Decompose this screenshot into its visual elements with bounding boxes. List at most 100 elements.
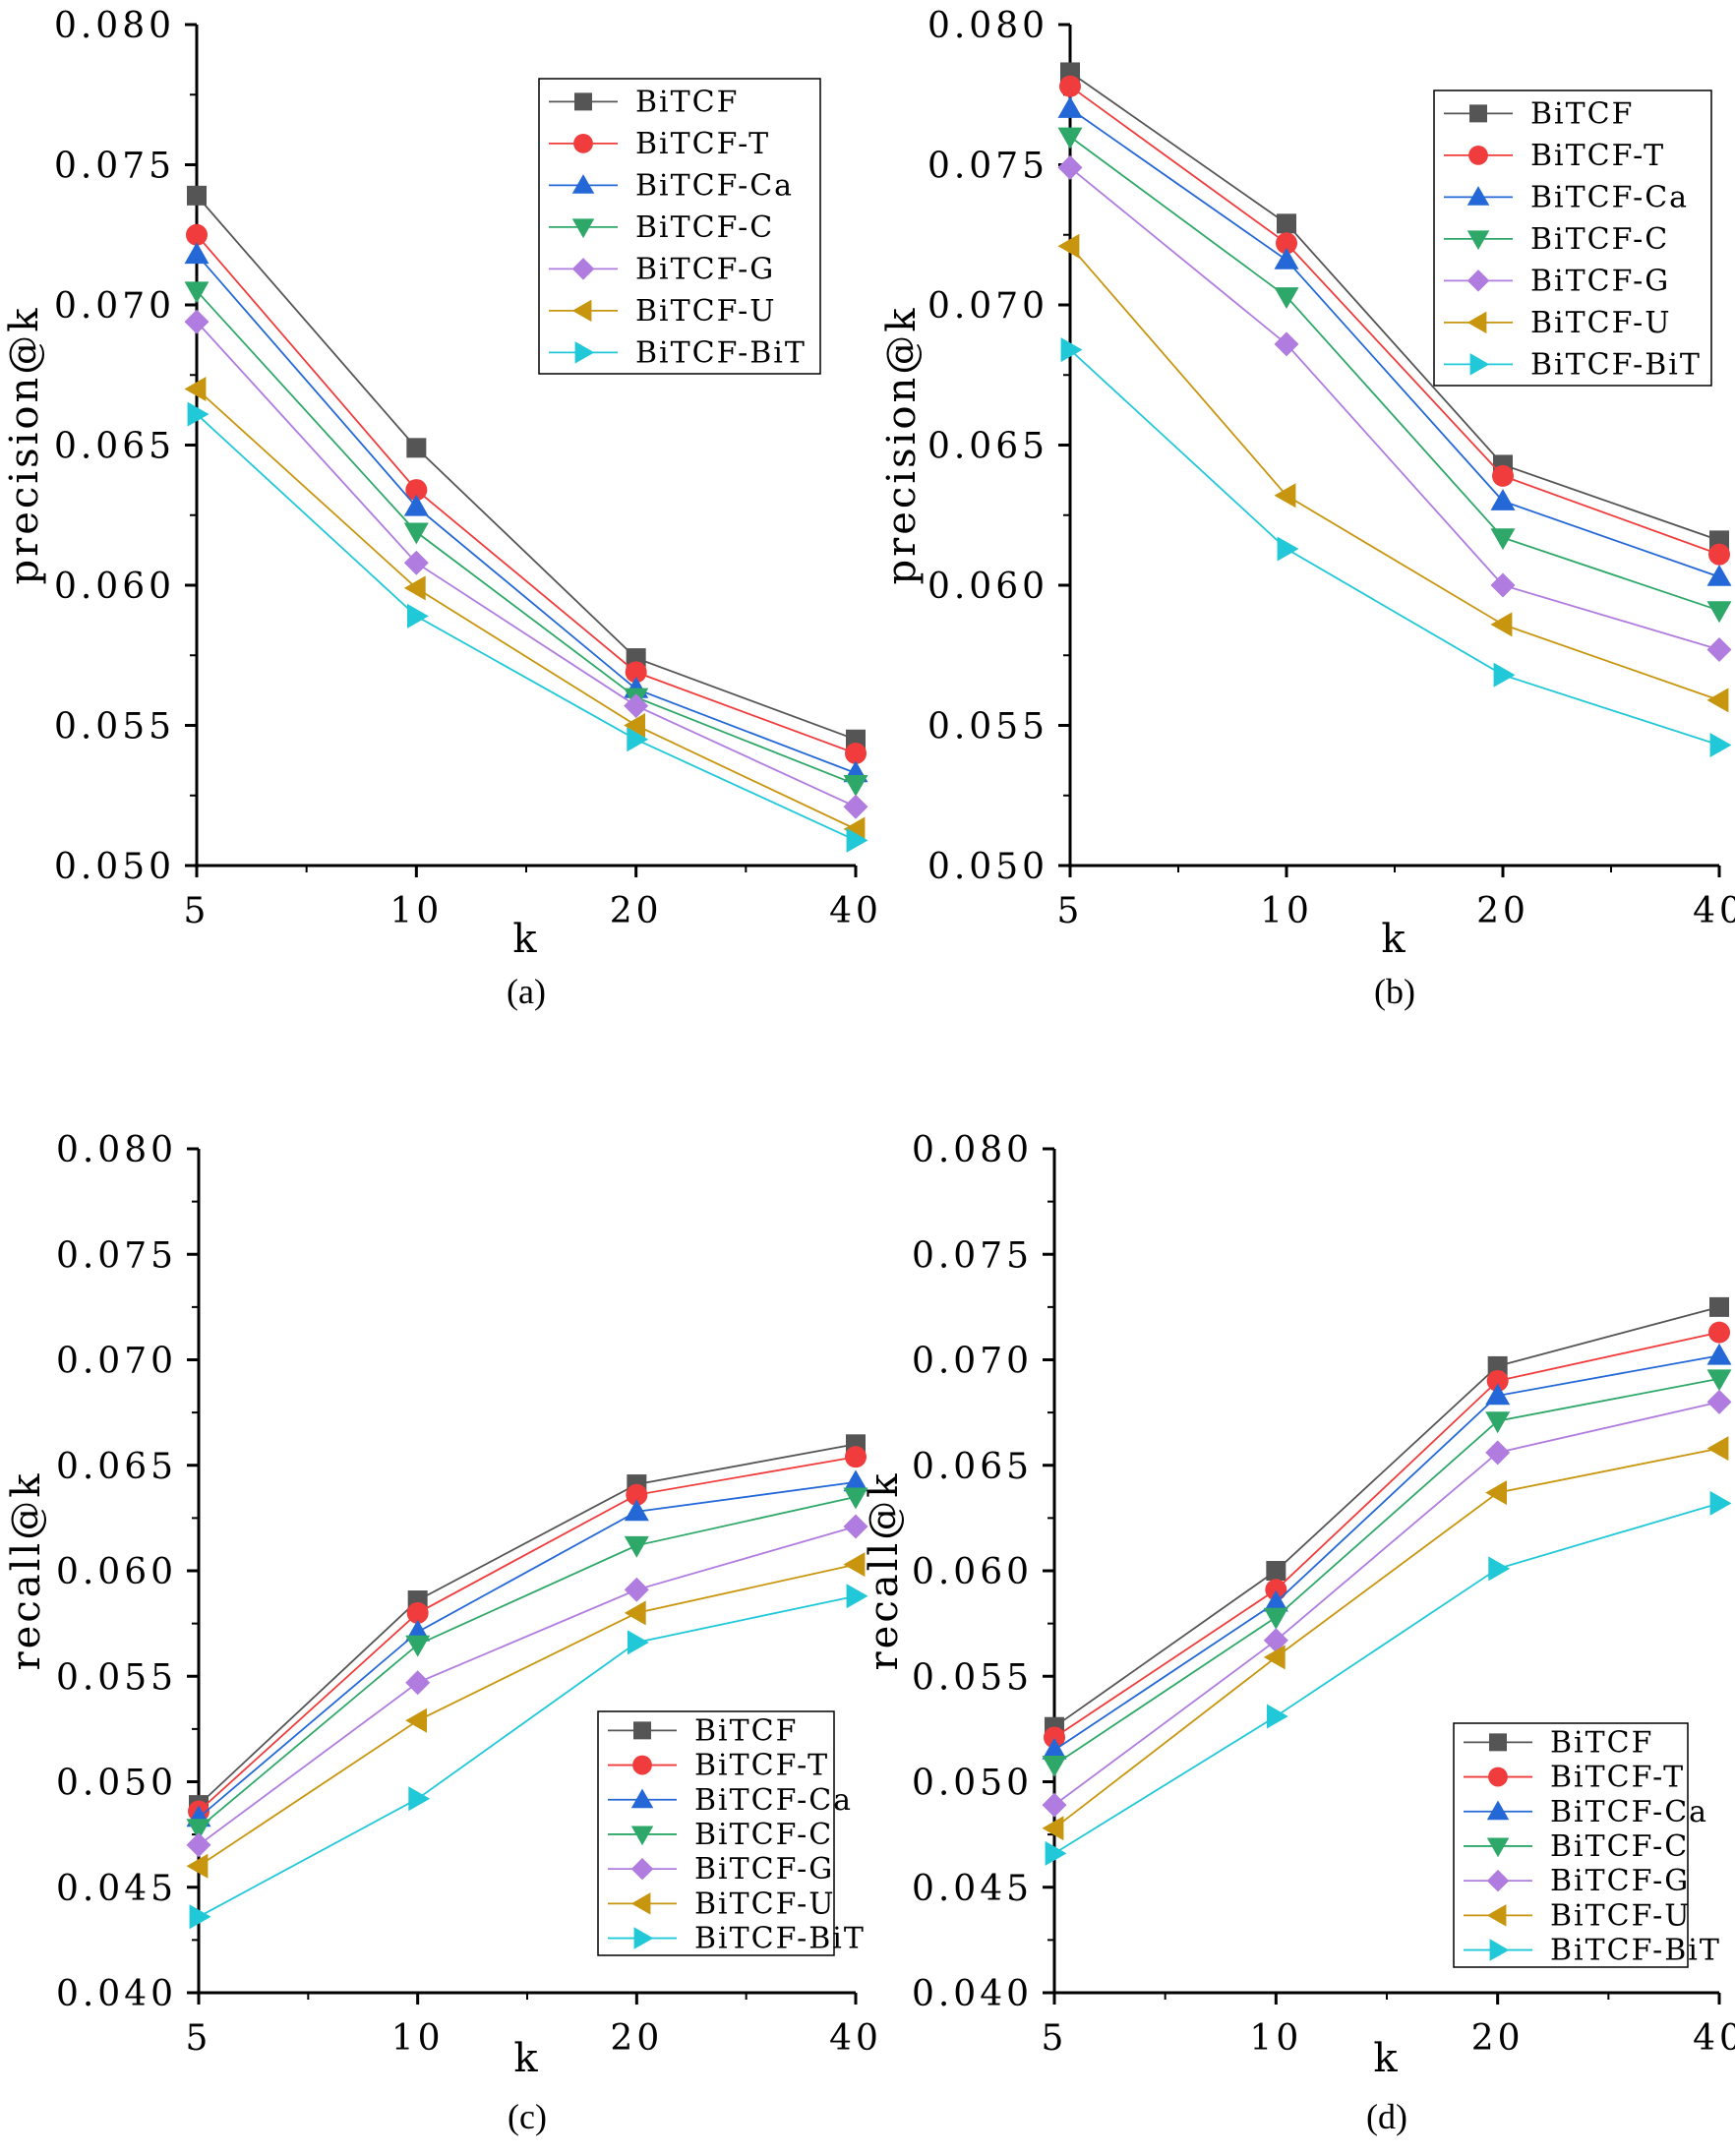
series-line bbox=[1069, 136, 1720, 612]
legend-item: BiTCF-Ca bbox=[549, 168, 792, 203]
data-point bbox=[403, 550, 429, 575]
x-tick-label: 40 bbox=[1693, 2018, 1735, 2059]
series-BiTCF-U bbox=[1057, 233, 1729, 713]
data-point bbox=[1706, 601, 1732, 624]
legend-label: BiTCF-G bbox=[635, 252, 775, 286]
legend-label: BiTCF-G bbox=[1530, 264, 1670, 298]
data-point bbox=[624, 1600, 646, 1626]
data-point bbox=[1708, 1321, 1730, 1344]
legend-item: BiTCF-T bbox=[1444, 139, 1663, 173]
legend-item: BiTCF-Ca bbox=[608, 1783, 851, 1818]
data-point bbox=[184, 281, 209, 304]
data-point bbox=[1057, 127, 1083, 150]
data-point bbox=[1487, 1355, 1508, 1376]
x-tick-label: 20 bbox=[1471, 2018, 1525, 2059]
data-point bbox=[1274, 483, 1296, 509]
x-tick-label: 5 bbox=[1057, 891, 1084, 931]
series-line bbox=[1053, 1354, 1720, 1752]
series-line bbox=[1069, 348, 1720, 747]
series-BiTCF-BiT bbox=[1060, 337, 1732, 757]
legend-item: BiTCF-G bbox=[608, 1852, 832, 1886]
data-point bbox=[846, 827, 868, 853]
data-point bbox=[408, 1786, 431, 1812]
series-line bbox=[1053, 1401, 1720, 1806]
data-point bbox=[1266, 1561, 1286, 1581]
y-axis-label: precision@k bbox=[879, 306, 925, 585]
x-tick-label: 5 bbox=[184, 891, 210, 931]
legend-item: BiTCF-C bbox=[1444, 222, 1667, 257]
series-BiTCF-BiT bbox=[187, 401, 868, 853]
x-axis-label: k bbox=[513, 2036, 540, 2081]
legend-label: BiTCF-BiT bbox=[1530, 347, 1702, 382]
legend-item: BiTCF-T bbox=[549, 127, 770, 161]
y-tick-label: 0.080 bbox=[56, 1130, 177, 1170]
series-line bbox=[1053, 1502, 1720, 1855]
series-line bbox=[1053, 1447, 1720, 1829]
legend-label: BiTCF-T bbox=[635, 127, 770, 161]
legend-label: BiTCF-U bbox=[1530, 306, 1672, 340]
series-line bbox=[196, 388, 857, 830]
legend-label: BiTCF-C bbox=[694, 1818, 833, 1852]
series-BiTCF-C bbox=[186, 1487, 868, 1841]
data-point bbox=[186, 1819, 211, 1841]
data-point bbox=[1276, 232, 1297, 255]
series-line bbox=[196, 254, 857, 774]
data-point bbox=[1485, 1383, 1511, 1406]
y-tick-label: 0.070 bbox=[927, 286, 1048, 327]
data-point bbox=[406, 438, 427, 458]
chart-panel-a: 0.050 0.055 0.060 0.065 0.070 0.075 0.080 5 10 20… bbox=[2, 6, 878, 1011]
y-tick-label: 0.075 bbox=[56, 1235, 177, 1276]
legend-marker bbox=[571, 299, 592, 323]
y-tick-label: 0.070 bbox=[54, 286, 175, 327]
legend-item: BiTCF bbox=[1464, 1725, 1651, 1760]
series-line bbox=[196, 234, 857, 754]
series-BiTCF-BiT bbox=[189, 1584, 868, 1930]
series-line bbox=[1069, 166, 1720, 651]
y-axis-label: precision@k bbox=[2, 306, 47, 585]
series-line bbox=[1069, 71, 1720, 542]
data-point bbox=[403, 575, 426, 601]
y-tick-label: 0.055 bbox=[54, 707, 175, 748]
data-point bbox=[1486, 1369, 1509, 1392]
data-point bbox=[187, 185, 207, 206]
data-point bbox=[843, 1514, 868, 1539]
legend-item: BiTCF-T bbox=[608, 1749, 827, 1783]
data-point bbox=[1709, 1296, 1729, 1317]
legend-marker bbox=[630, 1826, 654, 1846]
data-point bbox=[1709, 733, 1732, 757]
data-point bbox=[186, 1853, 209, 1879]
x-tick-label: 10 bbox=[1260, 891, 1313, 931]
series-line bbox=[196, 321, 857, 808]
legend-label: BiTCF-T bbox=[1550, 1761, 1685, 1795]
legend-item: BiTCF-G bbox=[549, 252, 775, 286]
legend-item: BiTCF-G bbox=[1444, 264, 1670, 298]
data-point bbox=[405, 1670, 431, 1696]
data-point bbox=[624, 1577, 649, 1602]
data-point bbox=[1706, 565, 1732, 586]
chart-panel-c: 0.040 0.045 0.050 0.055 0.060 0.065 0.070 0.075… bbox=[4, 1130, 878, 2136]
data-point bbox=[627, 727, 649, 752]
data-point bbox=[184, 309, 209, 334]
series-line bbox=[198, 1456, 857, 1813]
x-tick-label: 10 bbox=[389, 891, 443, 931]
x-tick-label: 5 bbox=[186, 2018, 212, 2059]
y-tick-label: 0.045 bbox=[912, 1869, 1033, 1909]
x-tick-label: 10 bbox=[1249, 2018, 1302, 2059]
legend-marker bbox=[633, 1927, 654, 1949]
y-tick-label: 0.080 bbox=[54, 6, 175, 46]
series-BiTCF-Ca bbox=[1042, 1343, 1732, 1760]
data-point bbox=[1490, 612, 1513, 637]
series-line bbox=[198, 1481, 857, 1819]
data-point bbox=[184, 242, 209, 265]
legend-marker bbox=[630, 1788, 654, 1809]
y-tick-label: 0.080 bbox=[927, 6, 1048, 46]
legend-label: BiTCF-Ca bbox=[1550, 1795, 1708, 1829]
y-tick-label: 0.050 bbox=[56, 1764, 177, 1804]
data-point bbox=[843, 775, 868, 797]
series-line bbox=[1053, 1306, 1720, 1728]
data-point bbox=[843, 1552, 866, 1578]
data-point bbox=[1059, 75, 1081, 97]
legend-item: BiTCF-BiT bbox=[1464, 1934, 1719, 1968]
legend-marker bbox=[1466, 186, 1490, 206]
series-line bbox=[198, 1496, 857, 1829]
